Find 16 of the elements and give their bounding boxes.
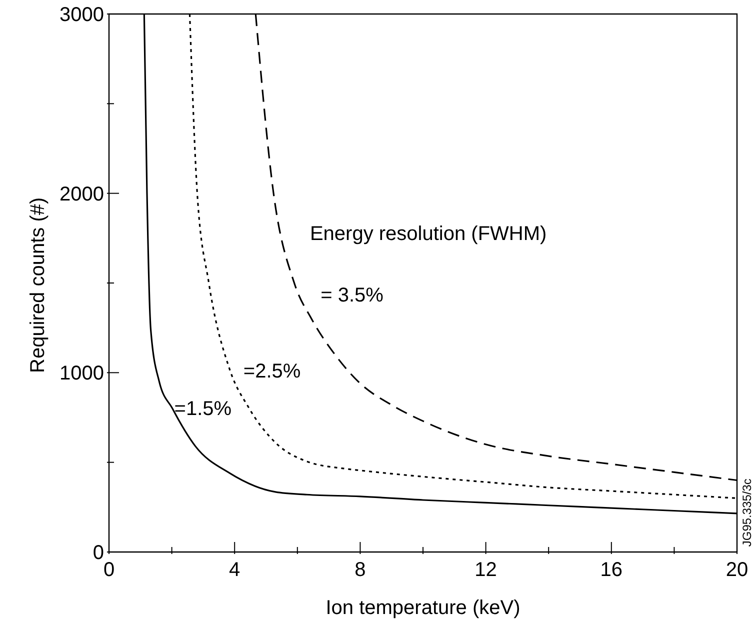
y-tick-label: 2000: [60, 183, 104, 206]
x-tick-label: 4: [229, 559, 240, 581]
series-label: =2.5%: [243, 360, 301, 383]
y-tick-label: 1000: [60, 362, 104, 385]
text: JG95.335/3c: [740, 478, 753, 547]
annotation: Energy resolution (FWHM): [310, 222, 547, 245]
x-tick-label: 8: [354, 559, 366, 581]
x-tick-label: 16: [600, 559, 623, 581]
y-tick-label: 3000: [60, 4, 104, 26]
y-axis-title: Required counts (#): [27, 197, 50, 373]
series-label: =1.5%: [174, 398, 232, 420]
x-tick-label: 12: [474, 559, 497, 581]
series-label: = 3.5%: [320, 284, 384, 306]
x-axis-title: Ion temperature (keV): [326, 597, 520, 619]
y-tick-label: 0: [92, 542, 104, 564]
x-tick-label: 20: [726, 559, 748, 581]
